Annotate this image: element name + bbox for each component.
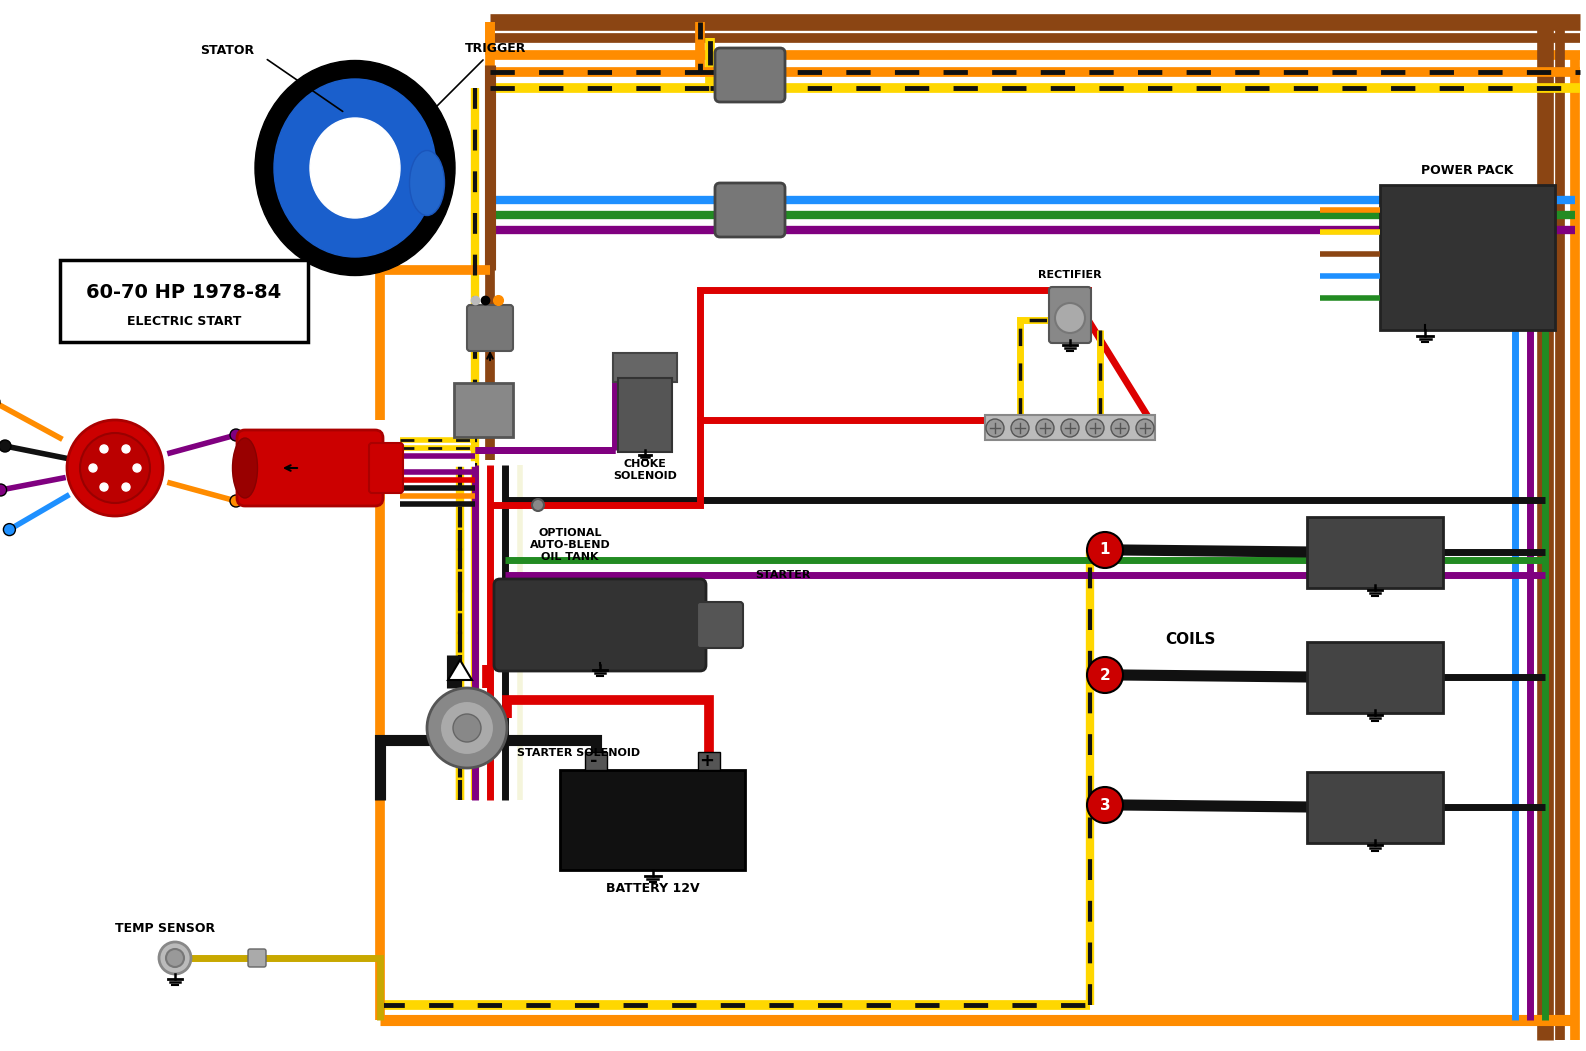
Circle shape	[0, 485, 6, 496]
Circle shape	[1086, 419, 1104, 437]
Ellipse shape	[233, 438, 257, 498]
Circle shape	[3, 523, 16, 536]
FancyBboxPatch shape	[715, 183, 785, 236]
FancyBboxPatch shape	[370, 444, 403, 493]
Ellipse shape	[409, 150, 444, 215]
FancyBboxPatch shape	[1307, 642, 1443, 713]
Text: TRIGGER: TRIGGER	[465, 41, 527, 55]
FancyBboxPatch shape	[696, 602, 742, 648]
Bar	[560, 770, 745, 870]
FancyBboxPatch shape	[1380, 185, 1554, 330]
Bar	[698, 753, 720, 770]
Text: 60-70 HP 1978-84: 60-70 HP 1978-84	[86, 284, 282, 303]
Circle shape	[1136, 419, 1155, 437]
Text: STATOR: STATOR	[200, 44, 254, 58]
Circle shape	[89, 463, 97, 472]
Text: ELECTRIC START: ELECTRIC START	[127, 315, 241, 328]
Text: COILS: COILS	[1164, 633, 1215, 647]
FancyBboxPatch shape	[466, 305, 512, 351]
FancyBboxPatch shape	[715, 48, 785, 102]
Circle shape	[122, 483, 130, 491]
Ellipse shape	[274, 79, 436, 257]
FancyBboxPatch shape	[985, 415, 1155, 440]
Text: 2: 2	[1099, 667, 1110, 682]
Text: BATTERY 12V: BATTERY 12V	[606, 882, 699, 894]
Text: TEMP SENSOR: TEMP SENSOR	[114, 922, 216, 934]
Ellipse shape	[255, 61, 455, 275]
FancyBboxPatch shape	[236, 430, 382, 506]
Ellipse shape	[309, 118, 400, 218]
Circle shape	[427, 688, 508, 768]
FancyBboxPatch shape	[1307, 517, 1443, 588]
Text: 3: 3	[1099, 798, 1110, 812]
FancyBboxPatch shape	[247, 949, 266, 967]
Circle shape	[1086, 532, 1123, 568]
Bar	[60, 260, 308, 342]
Circle shape	[531, 499, 544, 511]
Circle shape	[159, 942, 190, 974]
Circle shape	[79, 433, 151, 503]
Text: CHOKE
SOLENOID: CHOKE SOLENOID	[614, 459, 677, 480]
Circle shape	[1055, 303, 1085, 333]
FancyBboxPatch shape	[619, 378, 672, 452]
Circle shape	[100, 483, 108, 491]
Circle shape	[133, 463, 141, 472]
Circle shape	[0, 440, 11, 452]
Circle shape	[1010, 419, 1029, 437]
FancyBboxPatch shape	[454, 383, 512, 437]
Text: +: +	[699, 753, 715, 770]
Text: RECTIFIER: RECTIFIER	[1039, 270, 1102, 280]
Polygon shape	[447, 660, 473, 680]
Circle shape	[454, 714, 481, 742]
Circle shape	[1036, 419, 1055, 437]
Circle shape	[439, 701, 493, 755]
Text: -: -	[590, 753, 598, 770]
FancyBboxPatch shape	[493, 579, 706, 671]
FancyBboxPatch shape	[614, 353, 677, 382]
Bar	[585, 753, 607, 770]
Text: STARTER SOLENOID: STARTER SOLENOID	[517, 748, 641, 758]
Text: OPTIONAL
AUTO-BLEND
OIL TANK: OPTIONAL AUTO-BLEND OIL TANK	[530, 529, 611, 561]
FancyBboxPatch shape	[1307, 772, 1443, 843]
Circle shape	[167, 949, 184, 967]
FancyBboxPatch shape	[1048, 287, 1091, 343]
Circle shape	[1112, 419, 1129, 437]
Circle shape	[1086, 657, 1123, 693]
Circle shape	[1061, 419, 1078, 437]
Text: POWER PACK: POWER PACK	[1421, 164, 1513, 177]
Circle shape	[1086, 787, 1123, 823]
Text: 1: 1	[1099, 542, 1110, 557]
Circle shape	[230, 429, 243, 441]
Text: STARTER: STARTER	[755, 570, 810, 580]
Circle shape	[230, 495, 243, 507]
Circle shape	[100, 445, 108, 453]
Circle shape	[67, 420, 163, 516]
Circle shape	[986, 419, 1004, 437]
Circle shape	[122, 445, 130, 453]
